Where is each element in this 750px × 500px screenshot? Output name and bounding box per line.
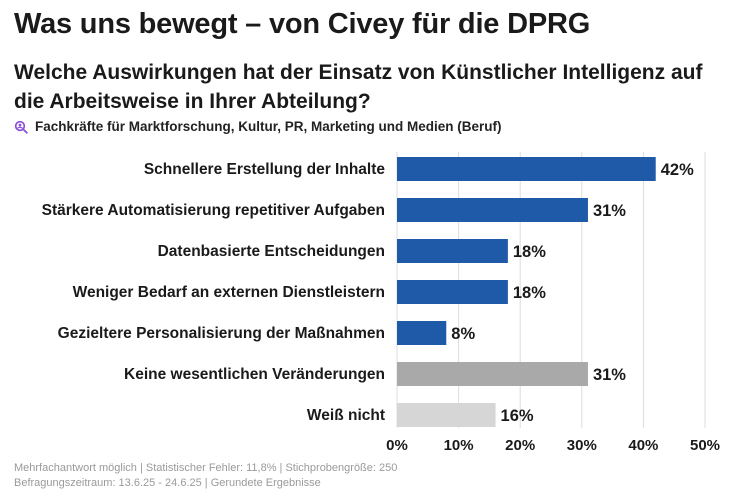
- x-tick-label: 50%: [690, 437, 720, 454]
- people-search-icon: [14, 120, 28, 134]
- value-label: 18%: [513, 284, 546, 302]
- value-label: 42%: [661, 161, 694, 179]
- category-label: Weiß nicht: [307, 407, 385, 424]
- audience-filter: Fachkräfte für Marktforschung, Kultur, P…: [14, 119, 502, 134]
- bar: [397, 403, 496, 427]
- survey-question: Welche Auswirkungen hat der Einsatz von …: [14, 61, 703, 113]
- footnote-line-method: Mehrfachantwort möglich | Statistischer …: [14, 462, 398, 474]
- bar-chart: 0% 10% 20% 30% 40% 50% Schnellere Erstellung d…: [42, 152, 720, 454]
- category-label: Stärkere Automatisierung repetitiver Auf…: [42, 202, 385, 219]
- x-tick-label: 0%: [386, 437, 408, 454]
- x-tick-label: 20%: [505, 437, 535, 454]
- bar: [397, 239, 508, 263]
- bar: [397, 198, 588, 222]
- category-label: Gezieltere Personalisierung der Maßnahme…: [58, 325, 385, 342]
- bar: [397, 362, 588, 386]
- x-tick-label: 30%: [567, 437, 597, 454]
- footnote: Mehrfachantwort möglich | Statistischer …: [14, 461, 397, 491]
- category-label: Keine wesentlichen Veränderungen: [124, 366, 385, 383]
- value-label: 31%: [593, 366, 626, 384]
- category-label: Weniger Bedarf an externen Dienstleister…: [73, 284, 385, 301]
- value-label: 18%: [513, 243, 546, 261]
- category-label: Schnellere Erstellung der Inhalte: [144, 161, 386, 178]
- bar: [397, 157, 656, 181]
- audience-label: Fachkräfte für Marktforschung, Kultur, P…: [35, 119, 502, 134]
- footnote-line-period: Befragungszeitraum: 13.6.25 - 24.6.25 | …: [14, 477, 321, 489]
- bar: [397, 280, 508, 304]
- value-label: 16%: [501, 407, 534, 425]
- category-label: Datenbasierte Entscheidungen: [158, 243, 385, 260]
- x-tick-label: 40%: [628, 437, 658, 454]
- x-tick-label: 10%: [444, 437, 474, 454]
- value-label: 8%: [451, 325, 475, 343]
- page-title: Was uns bewegt – von Civey für die DPRG: [14, 8, 591, 40]
- bar: [397, 321, 447, 345]
- value-label: 31%: [593, 202, 626, 220]
